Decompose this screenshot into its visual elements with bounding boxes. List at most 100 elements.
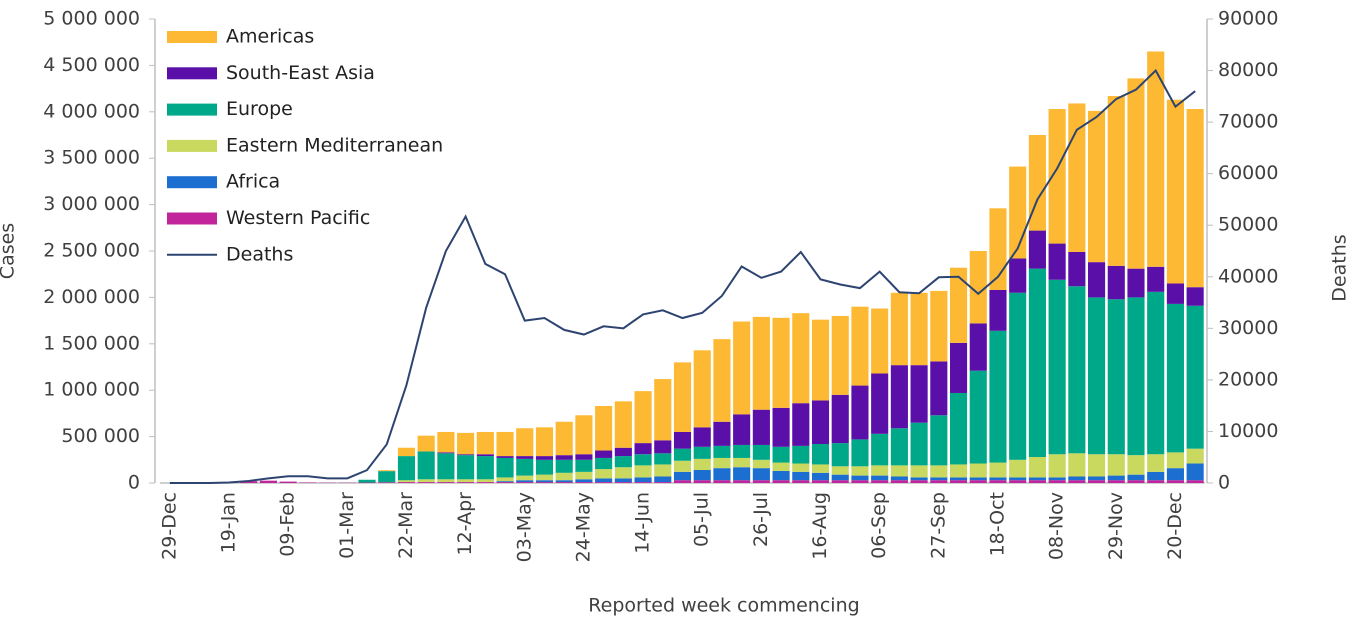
bar	[969, 477, 987, 481]
bar	[575, 415, 593, 455]
bar	[240, 481, 258, 483]
x-tick-label: 03-May	[513, 492, 535, 562]
y-tick-label: 1 500 000	[43, 332, 140, 354]
bar	[969, 370, 987, 464]
bar	[772, 462, 790, 471]
y2-tick-label: 80000	[1218, 59, 1278, 81]
bar	[1048, 279, 1066, 455]
bar	[1127, 455, 1145, 475]
bar	[930, 415, 948, 466]
bar	[1048, 480, 1066, 483]
bar	[437, 452, 455, 454]
bar	[1127, 268, 1145, 298]
bar	[555, 482, 573, 483]
bar	[910, 480, 928, 483]
bar	[890, 465, 908, 477]
bar	[496, 457, 514, 478]
bar	[437, 482, 455, 483]
bar	[535, 480, 554, 483]
bar	[851, 306, 869, 386]
bar	[1147, 266, 1165, 292]
bar	[713, 468, 731, 481]
bar	[1087, 110, 1106, 263]
bar	[1186, 480, 1204, 483]
bar	[595, 469, 613, 479]
bar	[1009, 166, 1027, 259]
y2-tick-label: 70000	[1218, 111, 1278, 133]
x-tick-label: 26-Jul	[750, 492, 772, 547]
bar	[733, 480, 751, 483]
bar	[1127, 474, 1145, 481]
y-tick-label: 0	[128, 472, 140, 494]
y-tick-label: 3 000 000	[43, 193, 140, 215]
bar	[693, 480, 711, 483]
bar	[1107, 454, 1125, 476]
bar	[555, 480, 573, 483]
bar	[989, 330, 1007, 463]
bar	[1127, 78, 1145, 269]
bar	[733, 457, 751, 468]
bar	[693, 350, 711, 428]
bar	[713, 445, 731, 458]
bar	[733, 321, 751, 415]
bar	[792, 445, 810, 464]
bar	[1186, 305, 1204, 449]
bar	[1186, 463, 1204, 481]
bar	[1166, 452, 1184, 469]
bar	[614, 401, 632, 448]
bar	[1166, 480, 1184, 483]
bar	[930, 477, 948, 481]
x-tick-label: 22-Mar	[395, 492, 417, 559]
bar	[949, 480, 968, 483]
bar	[1147, 51, 1165, 267]
bar	[279, 481, 297, 483]
bar	[871, 433, 889, 466]
y-tick-label: 4 000 000	[43, 100, 140, 122]
bar	[417, 451, 435, 480]
bar	[614, 447, 632, 457]
bar	[1028, 268, 1046, 458]
deaths-line	[169, 68, 1196, 484]
x-tick-label: 27-Sep	[927, 492, 949, 559]
bar	[654, 453, 672, 465]
bar	[831, 394, 849, 444]
y2-tick-label: 50000	[1218, 214, 1278, 236]
bar	[949, 464, 968, 478]
x-tick-label: 16-Aug	[809, 492, 831, 560]
bar	[476, 479, 494, 483]
bar	[752, 459, 770, 469]
bar	[516, 458, 534, 476]
bar	[1009, 258, 1027, 293]
bar	[1068, 251, 1086, 287]
bar	[575, 482, 593, 483]
bar	[1107, 96, 1125, 266]
bar	[575, 471, 593, 480]
bar	[910, 477, 928, 481]
y2-tick-label: 0	[1218, 472, 1230, 494]
bar	[476, 456, 494, 480]
bar	[595, 405, 613, 451]
bar	[811, 464, 830, 473]
bar	[654, 476, 672, 483]
bar	[910, 465, 928, 478]
bar	[1186, 109, 1204, 288]
bar	[1087, 454, 1106, 477]
bar	[969, 251, 987, 324]
x-tick-label: 01-Mar	[336, 492, 358, 559]
x-tick-label: 09-Feb	[277, 492, 299, 557]
bar	[811, 444, 830, 465]
bar	[654, 379, 672, 441]
bar	[752, 480, 770, 483]
bar	[772, 317, 790, 408]
bar	[792, 313, 810, 404]
bar	[851, 475, 869, 481]
bar	[634, 482, 652, 483]
x-tick-label: 05-Jul	[691, 492, 713, 547]
bar	[496, 481, 514, 483]
bar	[654, 464, 672, 477]
bar	[851, 439, 869, 467]
bar	[496, 482, 514, 483]
bar	[397, 480, 416, 483]
bar	[772, 470, 790, 481]
bar	[1186, 448, 1204, 464]
